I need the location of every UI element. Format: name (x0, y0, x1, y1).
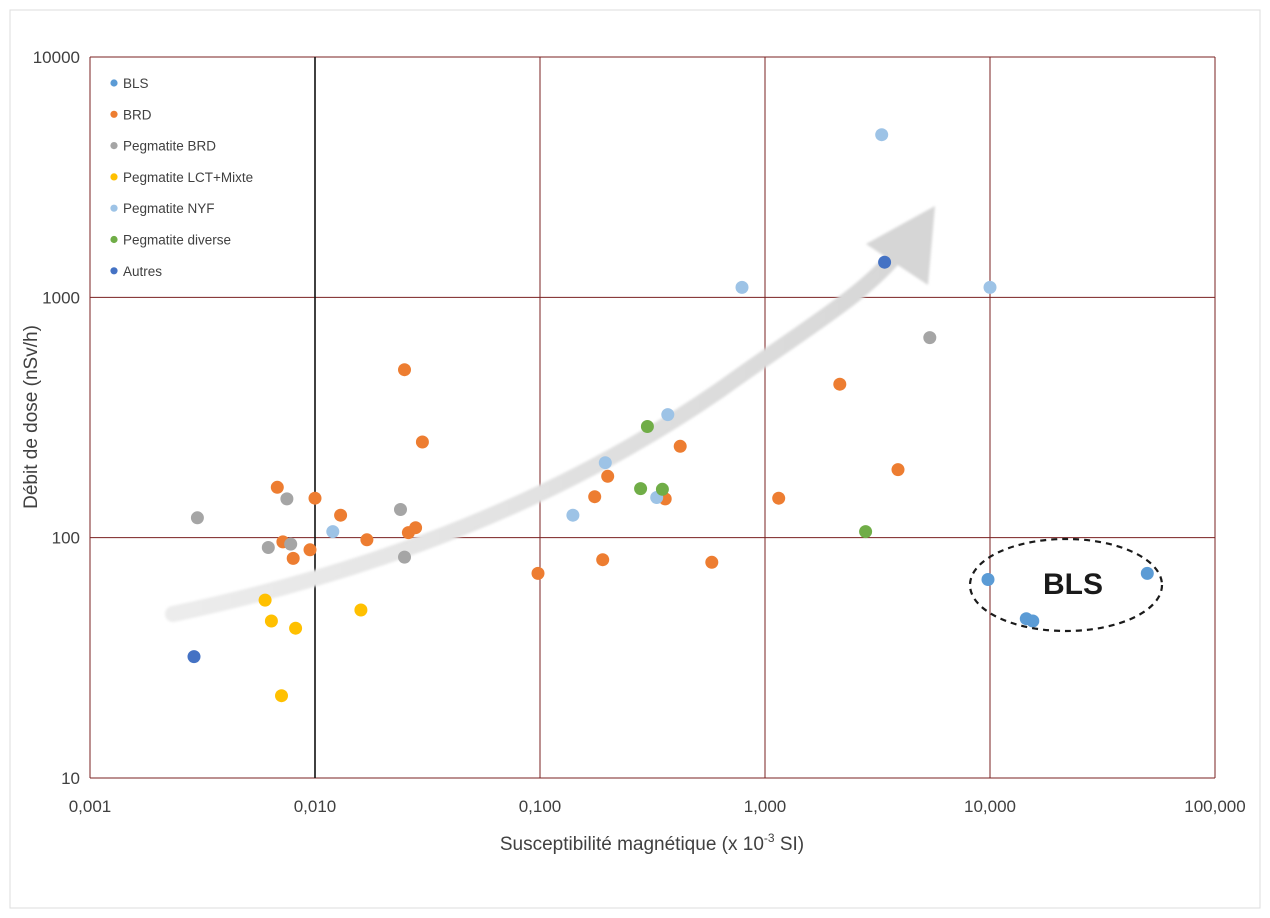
point-brd (891, 463, 905, 477)
legend-marker-brd (110, 110, 118, 118)
point-brd (270, 480, 284, 494)
y-axis-title: Débit de dose (nSv/h) (21, 325, 42, 509)
grid-lines (89, 56, 1216, 779)
legend-marker-autres (110, 267, 118, 275)
x-axis-title: Susceptibilité magnétique (x 10-3 SI) (500, 831, 804, 855)
legend-marker-pegmatite-lct-mixte (110, 173, 118, 181)
y-tick-labels: 10 100 1000 10000 (33, 48, 80, 788)
legend-label-pegmatite-diverse: Pegmatite diverse (123, 233, 231, 248)
point-brd (673, 439, 687, 453)
point-pegmatite-nyf (735, 280, 749, 294)
point-pegmatite-nyf (326, 525, 340, 539)
point-pegmatite-nyf (661, 408, 675, 422)
point-pegmatite-lct-mixte (258, 593, 272, 607)
legend-marker-pegmatite-brd (110, 142, 118, 150)
point-pegmatite-lct-mixte (354, 603, 368, 617)
legend-marker-pegmatite-diverse (110, 235, 118, 244)
point-brd (308, 491, 322, 505)
point-pegmatite-brd (923, 331, 937, 345)
legend-label-pegmatite-nyf: Pegmatite NYF (123, 201, 215, 216)
legend-label-brd: BRD (123, 107, 152, 122)
page-frame (9, 9, 1261, 909)
point-pegmatite-lct-mixte (264, 614, 278, 628)
point-brd (398, 363, 411, 377)
x-tick-label: 1,000 (744, 797, 787, 816)
point-brd (303, 543, 317, 557)
point-pegmatite-nyf (983, 280, 997, 294)
point-brd (360, 533, 374, 547)
point-pegmatite-lct-mixte (289, 621, 303, 635)
point-brd (334, 508, 348, 522)
point-pegmatite-brd (284, 537, 298, 551)
point-pegmatite-lct-mixte (275, 689, 288, 703)
bls-annotation-label: BLS (1043, 568, 1103, 601)
y-tick-label: 100 (52, 529, 80, 548)
point-bls (981, 573, 995, 586)
point-brd (772, 491, 786, 505)
bls-ellipse (968, 537, 1164, 633)
point-pegmatite-brd (394, 503, 407, 516)
point-pegmatite-brd (261, 541, 275, 554)
legend-label-autres: Autres (123, 264, 162, 279)
point-pegmatite-diverse (655, 482, 669, 496)
point-pegmatite-brd (398, 550, 411, 564)
point-pegmatite-nyf (598, 456, 612, 470)
x-tick-label: 100,000 (1184, 797, 1245, 816)
point-autres (187, 650, 201, 664)
point-brd (531, 566, 545, 580)
data-points (187, 128, 1154, 703)
y-tick-label: 1000 (42, 288, 80, 307)
y-tick-label: 10000 (33, 48, 80, 67)
point-pegmatite-brd (280, 492, 294, 506)
point-brd (705, 555, 719, 569)
y-tick-label: 10 (61, 769, 80, 788)
legend-marker-bls (110, 79, 118, 87)
point-bls (1026, 614, 1040, 628)
point-brd (588, 490, 602, 504)
bls-annotation: BLS (968, 537, 1164, 633)
point-bls (1140, 566, 1154, 580)
point-brd (409, 521, 423, 535)
legend-label-bls: BLS (123, 76, 149, 91)
x-tick-label: 0,010 (294, 797, 337, 816)
point-pegmatite-diverse (640, 420, 654, 433)
point-pegmatite-diverse (859, 525, 873, 539)
point-brd (286, 551, 300, 565)
point-brd (833, 377, 847, 391)
point-brd (601, 469, 615, 483)
legend-marker-pegmatite-nyf (110, 204, 118, 212)
point-pegmatite-diverse (634, 482, 648, 496)
x-tick-label: 0,100 (519, 797, 562, 816)
point-autres (878, 255, 892, 269)
point-brd (415, 435, 429, 449)
point-pegmatite-nyf (875, 128, 889, 142)
point-pegmatite-brd (190, 511, 204, 525)
legend: BLS BRD Pegmatite BRD Pegmatite LCT+Mixte Pe… (110, 76, 253, 279)
point-pegmatite-nyf (566, 508, 580, 522)
legend-label-pegmatite-brd: Pegmatite BRD (123, 139, 216, 154)
trend-arrow (165, 206, 935, 622)
legend-label-pegmatite-lct-mixte: Pegmatite LCT+Mixte (123, 170, 253, 185)
x-tick-label: 10,000 (964, 797, 1016, 816)
point-brd (596, 553, 610, 567)
x-tick-label: 0,001 (69, 797, 112, 816)
x-tick-labels: 0,001 0,010 0,100 1,000 10,000 100,000 (69, 797, 1246, 816)
